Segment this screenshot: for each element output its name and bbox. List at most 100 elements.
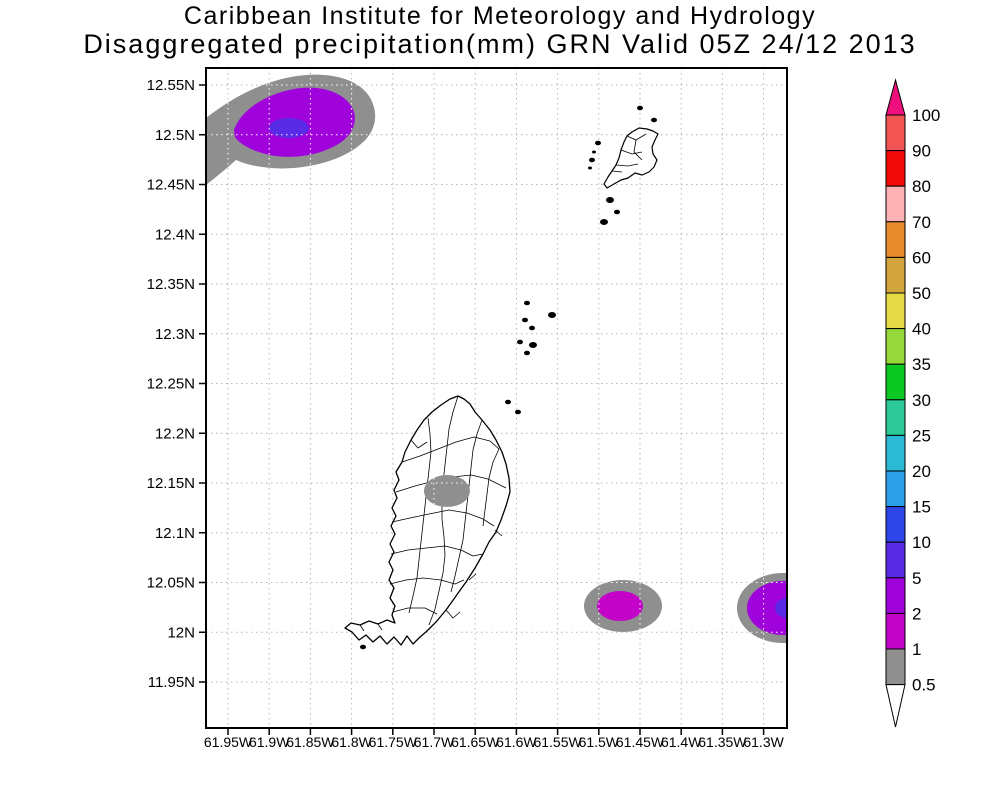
colorbar-label: 2 bbox=[912, 604, 921, 623]
lat-tick-label: 12.2N bbox=[155, 425, 195, 442]
islet bbox=[522, 317, 528, 323]
colorbar-label: 20 bbox=[912, 462, 931, 481]
colorbar-label: 5 bbox=[912, 569, 921, 588]
islet bbox=[589, 157, 595, 163]
colorbar-segment bbox=[885, 185, 906, 223]
colorbar-above-max-arrow bbox=[885, 78, 906, 116]
islet bbox=[592, 150, 596, 154]
lon-tick-label: 61.7W bbox=[414, 734, 455, 750]
colorbar-segment bbox=[885, 434, 906, 472]
colorbar-segment bbox=[885, 292, 906, 330]
lat-tick-label: 12.3N bbox=[155, 326, 195, 343]
lon-tick-label: 61.6W bbox=[496, 734, 537, 750]
island-outlines bbox=[344, 105, 659, 650]
lat-tick-label: 12.35N bbox=[147, 276, 195, 293]
colorbar-label: 100 bbox=[912, 106, 940, 125]
lon-tick-label: 61.95W bbox=[204, 734, 253, 750]
precip-cell-2-5-mm bbox=[747, 581, 787, 635]
colorbar-segment bbox=[885, 577, 906, 614]
colorbar-label: 25 bbox=[912, 426, 931, 445]
precip-cell-1-2-mm bbox=[597, 591, 643, 621]
lon-tick-label: 61.5W bbox=[579, 734, 620, 750]
colorbar-label: 40 bbox=[912, 320, 931, 339]
islet bbox=[529, 325, 535, 331]
lat-tick-label: 12.4N bbox=[155, 226, 195, 243]
precip-cell-5-10-mm bbox=[269, 118, 309, 138]
lon-tick-label: 61.55W bbox=[533, 734, 582, 750]
colorbar-segment bbox=[885, 399, 906, 436]
islet bbox=[529, 342, 537, 348]
colorbar-label: 80 bbox=[912, 177, 931, 196]
colorbar-label: 10 bbox=[912, 533, 931, 552]
lon-tick-label: 61.65W bbox=[451, 734, 500, 750]
lon-tick-label: 61.35W bbox=[698, 734, 747, 750]
lat-tick-label: 11.95N bbox=[148, 674, 195, 691]
colorbar-label: 70 bbox=[912, 213, 931, 232]
colorbar-segment bbox=[885, 114, 906, 152]
grenada-island-outline bbox=[344, 395, 511, 646]
plot-title: Disaggregated precipitation(mm) GRN Vali… bbox=[83, 29, 917, 59]
islet bbox=[614, 209, 620, 215]
longitude-axis-labels: 61.95W61.9W61.85W61.8W61.75W61.7W61.65W6… bbox=[204, 734, 785, 750]
latitude-axis-labels: 12.55N 12.5N 12.45N 12.4N 12.35N 12.3N 12.25N 1… bbox=[147, 77, 195, 691]
colorbar-label: 50 bbox=[912, 284, 931, 303]
lat-tick-label: 12.55N bbox=[147, 77, 195, 94]
lat-tick-label: 12.15N bbox=[147, 475, 195, 492]
colorbar-segment bbox=[885, 328, 906, 365]
colorbar-label: 35 bbox=[912, 355, 931, 374]
islet bbox=[637, 105, 643, 111]
islet bbox=[606, 197, 614, 203]
colorbar-segment bbox=[885, 221, 906, 258]
colorbar-label: 90 bbox=[912, 142, 931, 161]
colorbar-label: 1 bbox=[912, 640, 921, 659]
axis-ticks bbox=[199, 84, 765, 735]
colorbar-segment bbox=[885, 612, 906, 650]
colorbar-segment bbox=[885, 541, 906, 579]
colorbar-label: 60 bbox=[912, 248, 931, 267]
lon-tick-label: 61.9W bbox=[249, 734, 290, 750]
islet bbox=[600, 219, 608, 225]
lat-tick-label: 12.1N bbox=[155, 525, 195, 542]
colorbar-label: 30 bbox=[912, 391, 931, 410]
precipitation-cells bbox=[206, 74, 787, 643]
lat-tick-label: 12.5N bbox=[155, 127, 195, 144]
islet bbox=[515, 409, 521, 415]
colorbar-segment bbox=[885, 648, 906, 686]
islet bbox=[524, 300, 530, 306]
lon-tick-label: 61.85W bbox=[286, 734, 335, 750]
lat-tick-label: 12N bbox=[167, 624, 195, 641]
lon-tick-label: 61.3W bbox=[743, 734, 784, 750]
lat-tick-label: 12.25N bbox=[147, 376, 195, 393]
islet bbox=[360, 644, 366, 650]
colorbar-segment bbox=[885, 363, 906, 401]
precip-cell-5-10-mm bbox=[775, 597, 787, 619]
islet bbox=[595, 140, 601, 146]
lon-tick-label: 61.8W bbox=[331, 734, 372, 750]
map-frame bbox=[205, 67, 788, 729]
islet bbox=[651, 117, 657, 123]
lon-tick-label: 61.4W bbox=[661, 734, 702, 750]
islet bbox=[505, 399, 511, 405]
map-area: 12.55N 12.5N 12.45N 12.4N 12.35N 12.3N 12.25N 1… bbox=[147, 67, 788, 750]
colorbar-segment bbox=[885, 470, 906, 508]
carriacou-island-outline bbox=[603, 127, 659, 189]
colorbar-segment bbox=[885, 256, 906, 294]
islet bbox=[524, 350, 530, 356]
lat-tick-label: 12.45N bbox=[147, 177, 195, 194]
colorbar-segment bbox=[885, 150, 906, 187]
lon-tick-label: 61.45W bbox=[616, 734, 665, 750]
colorbar-label: 0.5 bbox=[912, 676, 936, 695]
lon-tick-label: 61.75W bbox=[369, 734, 418, 750]
colorbar-below-min-arrow bbox=[885, 684, 906, 728]
institute-title: Caribbean Institute for Meteorology and … bbox=[183, 2, 817, 30]
islet bbox=[588, 166, 592, 170]
islet bbox=[548, 312, 556, 318]
small-islets bbox=[360, 105, 657, 650]
islet bbox=[517, 339, 523, 345]
colorbar-label: 15 bbox=[912, 498, 931, 517]
colorbar-segment bbox=[885, 506, 906, 543]
precip-cell-0.5-1-mm bbox=[424, 475, 470, 507]
precipitation-colorbar: 100 90 80 70 60 50 40 35 30 25 20 15 10 5 2 1 0.5 bbox=[885, 78, 940, 728]
